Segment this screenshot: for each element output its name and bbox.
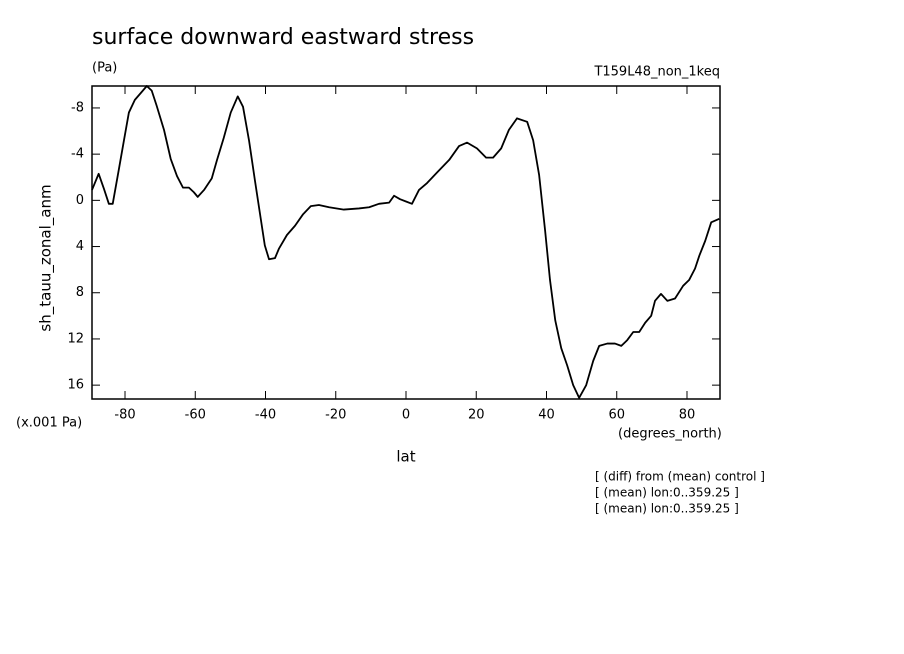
x-tick-label: -40 [255, 408, 276, 423]
x-tick-label: 80 [679, 408, 696, 423]
x-tick-label: 20 [468, 408, 485, 423]
x-tick-label: 40 [538, 408, 555, 423]
x-unit-label: (degrees_north) [618, 427, 722, 442]
data-line [91, 85, 720, 399]
x-axis-label: lat [396, 448, 415, 466]
annotation: [ (mean) lon:0..359.25 ] [595, 502, 739, 516]
annotation: [ (diff) from (mean) control ] [595, 470, 765, 484]
x-tick-label: 60 [608, 408, 625, 423]
y-tick-label: 12 [67, 331, 84, 346]
x-tick-label: -20 [325, 408, 346, 423]
x-tick-label: -80 [114, 408, 135, 423]
y-tick-label: 0 [76, 193, 84, 208]
y-tick-label: 8 [76, 285, 84, 300]
y-tick-label: -4 [71, 147, 84, 162]
y-axis-label: sh_tauu_zonal_anm [37, 184, 56, 331]
x-tick-label: -60 [185, 408, 206, 423]
y-tick-label: -8 [71, 100, 84, 115]
y-unit-label: (x.001 Pa) [16, 416, 82, 431]
chart-title: surface downward eastward stress [92, 25, 474, 50]
x-tick-label: 0 [402, 408, 410, 423]
y-tick-label: 16 [67, 378, 84, 393]
run-label: T159L48_non_1keq [593, 65, 720, 80]
y-tick-label: 4 [76, 239, 84, 254]
subtitle: (Pa) [92, 61, 117, 76]
annotation: [ (mean) lon:0..359.25 ] [595, 486, 739, 500]
plot-frame [91, 85, 721, 400]
